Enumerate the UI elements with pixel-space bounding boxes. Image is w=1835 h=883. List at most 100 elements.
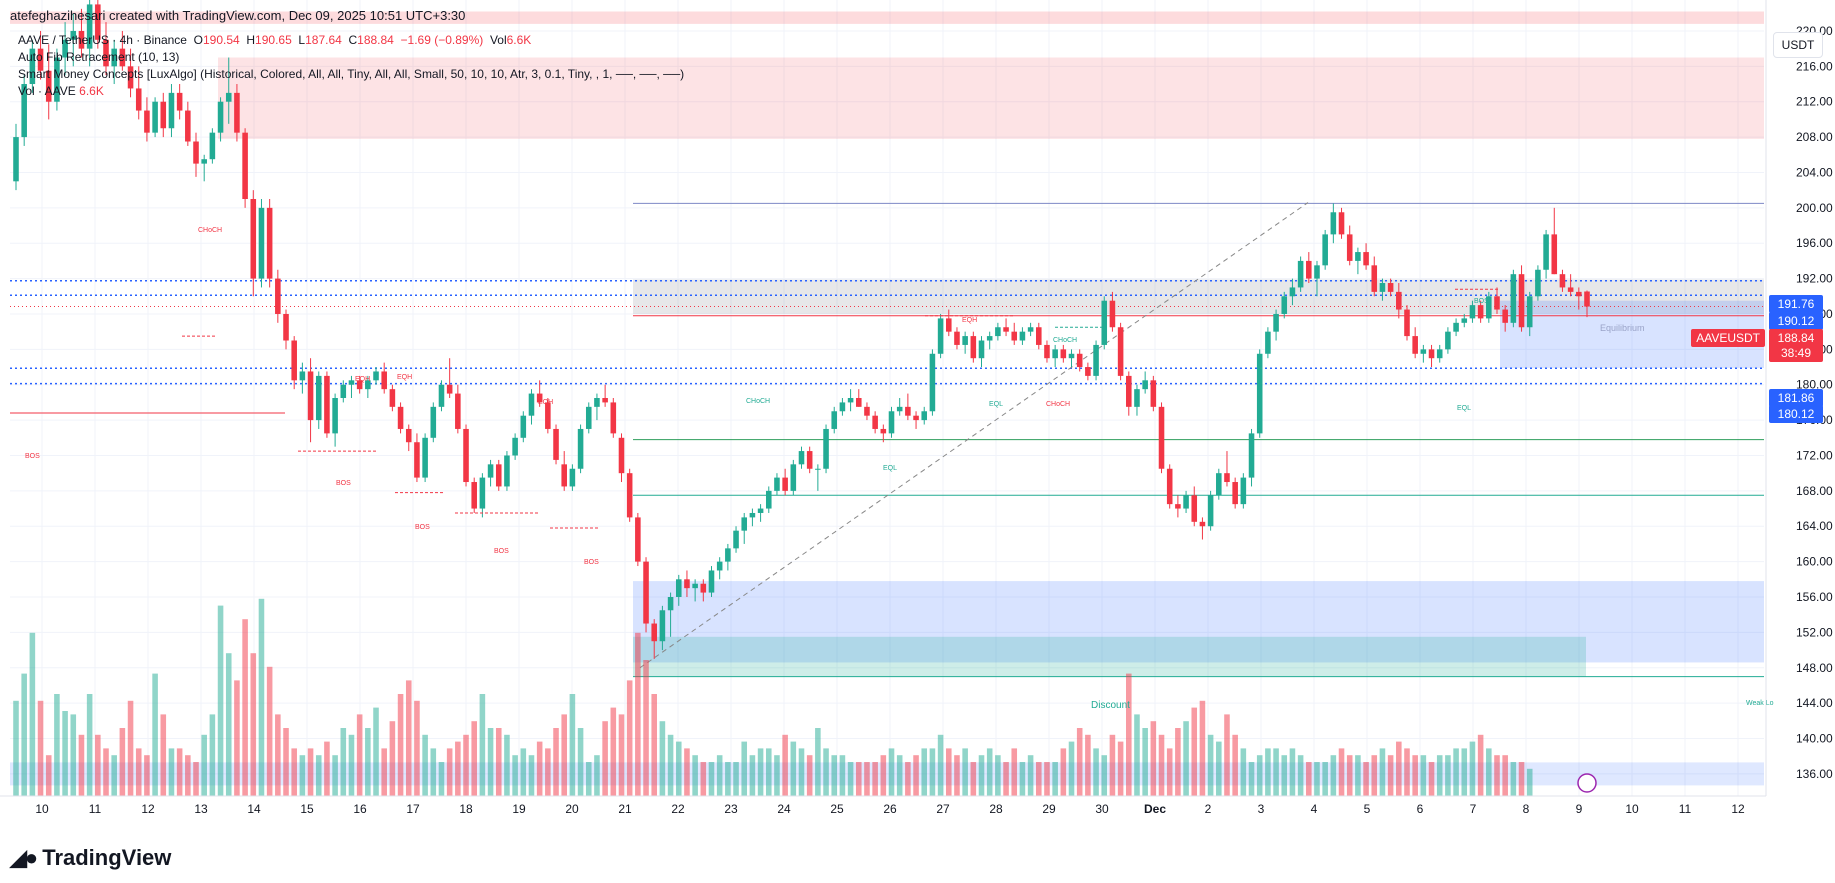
candle-body — [144, 110, 150, 133]
x-tick-label: 28 — [989, 802, 1003, 816]
candle-body — [414, 442, 420, 478]
x-tick-label: 10 — [1625, 802, 1639, 816]
x-tick-label: 11 — [89, 802, 102, 816]
candle-body — [741, 517, 748, 531]
volume-bar — [127, 700, 134, 796]
bos-label-3: BOS — [494, 548, 509, 555]
y-tick-label: 192.00 — [1796, 272, 1833, 286]
candle-body — [1526, 296, 1533, 328]
candle-body — [905, 406, 911, 416]
volume-bar — [168, 748, 175, 796]
candle-body — [1396, 291, 1402, 310]
bos-label-2: BOS — [415, 524, 430, 531]
bos-label-4: BOS — [584, 559, 599, 566]
candle-body — [1183, 495, 1189, 509]
candle-body — [1036, 327, 1042, 345]
volume-bar — [103, 748, 109, 796]
credit-line: atefeghazihesari created with TradingVie… — [10, 8, 466, 23]
eqh-label-2: EQH — [397, 374, 412, 381]
candle-body — [602, 398, 608, 403]
candle-body — [135, 88, 142, 111]
volume-bar — [1396, 741, 1402, 796]
candle-body — [585, 406, 592, 429]
y-tick-label: 160.00 — [1796, 555, 1833, 569]
candle-body — [929, 353, 936, 412]
supply-zone-top — [10, 11, 1764, 24]
candle-body — [291, 340, 297, 381]
y-tick-label: 216.00 — [1796, 59, 1833, 73]
x-tick-label: 9 — [1576, 802, 1583, 816]
volume-bar — [921, 748, 928, 796]
legend-close: 188.84 — [357, 33, 394, 47]
volume-bar — [545, 748, 551, 796]
volume-bar — [1518, 762, 1525, 796]
candle-body — [1060, 349, 1067, 359]
volume-bar — [1306, 762, 1312, 796]
candle-body — [1265, 331, 1271, 354]
candle-body — [479, 477, 486, 509]
legend-symbol[interactable]: AAVE / TetherUS · 4h · Binance — [18, 33, 187, 47]
candle-body — [1453, 322, 1459, 332]
volume-bar — [716, 755, 723, 796]
volume-bar — [855, 762, 862, 796]
candle-body — [275, 278, 281, 314]
volume-bar — [692, 755, 698, 796]
eql-label-1: EQL — [989, 401, 1003, 408]
volume-bar — [275, 714, 281, 796]
candle-body — [1306, 260, 1312, 279]
volume-bar — [70, 714, 77, 796]
legend-indicator-smc[interactable]: Smart Money Concepts [LuxAlgo] (Historic… — [18, 67, 685, 81]
candle-body — [1109, 300, 1116, 328]
candle-body — [1093, 344, 1099, 376]
candle-body — [831, 411, 838, 429]
y-tick-label: 148.00 — [1796, 661, 1833, 675]
candle-body — [250, 199, 257, 279]
x-tick-label: 15 — [300, 802, 314, 816]
y-tick-label: 168.00 — [1796, 484, 1833, 498]
legend-indicator-vol[interactable]: Vol · AAVE 6.6K — [18, 84, 104, 98]
candle-body — [1248, 433, 1255, 478]
volume-bar — [111, 755, 117, 796]
volume-bar — [1502, 755, 1508, 796]
volume-bar — [978, 755, 985, 796]
candle-body — [1535, 269, 1541, 297]
candle-body — [1428, 349, 1435, 359]
legend-vol: 6.6K — [506, 33, 532, 47]
x-tick-label: 12 — [1731, 802, 1745, 816]
candle-body — [1052, 349, 1058, 359]
candle-body — [209, 132, 216, 160]
volume-bar — [675, 741, 682, 796]
candle-body — [798, 451, 805, 465]
candle-body — [397, 406, 404, 429]
tradingview-brand: ◢● TradingView — [10, 845, 172, 870]
volume-bar — [119, 728, 126, 796]
candle-body — [1387, 283, 1394, 292]
volume-bar — [954, 755, 960, 796]
candle-body — [95, 4, 101, 40]
volume-bar — [242, 619, 248, 796]
eqh-label-3: EQH — [538, 399, 553, 406]
legend-indicator-fib[interactable]: Auto Fib Retracement (10, 13) — [18, 50, 180, 64]
candle-body — [864, 406, 870, 416]
candle-body — [1085, 367, 1091, 376]
candle-body — [463, 428, 469, 483]
bos-label-1: BOS — [336, 480, 351, 487]
candle-body — [855, 398, 862, 407]
candle-body — [356, 380, 363, 390]
candle-body — [307, 371, 314, 421]
candle-body — [1232, 482, 1238, 505]
x-tick-label: 4 — [1311, 802, 1318, 816]
discount-zone — [633, 636, 1586, 677]
candle-body — [872, 415, 878, 429]
x-tick-label: 24 — [777, 802, 791, 816]
volume-bar — [1379, 748, 1386, 796]
candle-body — [258, 207, 265, 279]
currency-button[interactable]: USDT — [1773, 32, 1823, 58]
candle-body — [1371, 265, 1378, 292]
candle-body — [675, 579, 682, 597]
volume-bar — [1428, 762, 1435, 796]
candle-body — [373, 371, 379, 381]
candle-body — [1273, 313, 1279, 332]
volume-bar — [471, 721, 477, 796]
